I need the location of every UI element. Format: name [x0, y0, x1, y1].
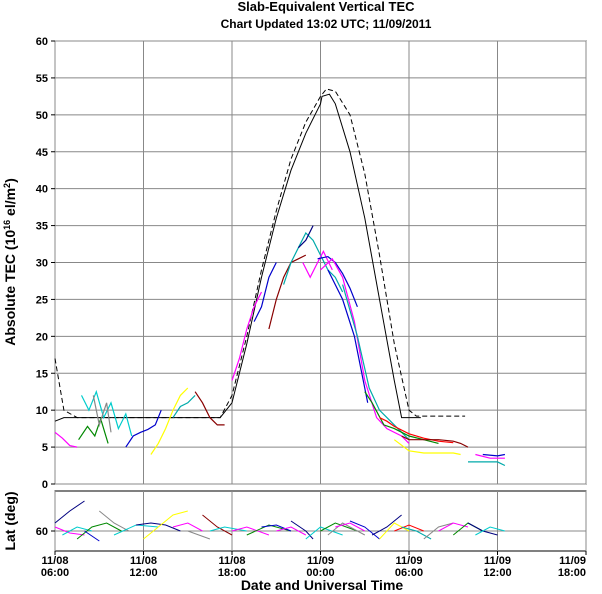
x-tick-time: 18:00 — [218, 567, 246, 579]
lat-plot-area: 60 — [36, 490, 587, 552]
lat-track-line — [136, 522, 181, 532]
lat-track-line — [62, 526, 93, 536]
y-axis-label-main: Absolute TEC (10 — [2, 230, 18, 346]
x-tick-date: 11/09 — [307, 555, 334, 567]
y-axis-label: Absolute TEC (1016 el/m2) — [2, 178, 18, 346]
x-tick-time: 12:00 — [483, 567, 511, 579]
y-tick-label: 15 — [36, 368, 48, 380]
y-tick-label: 5 — [42, 442, 48, 454]
y-axis-label-close: ) — [2, 178, 18, 183]
lat-track-line — [320, 522, 358, 532]
y-tick-label: 60 — [36, 36, 48, 48]
x-tick-time: 18:00 — [558, 567, 586, 579]
y-tick-label: 45 — [36, 147, 48, 159]
lat-track-line — [231, 526, 270, 536]
tec-series-line — [253, 262, 277, 322]
reference-curve — [54, 93, 421, 422]
tec-series-line — [379, 417, 454, 444]
tec-series-line — [125, 409, 162, 448]
x-tick-time: 00:00 — [306, 567, 334, 579]
tec-series-line — [78, 417, 109, 444]
x-tick-date: 11/09 — [559, 555, 586, 567]
y-axis-label-unit: el/m — [2, 188, 18, 220]
chart-subtitle: Chart Updated 13:02 UTC; 11/09/2011 — [221, 17, 432, 31]
lat-track-line — [335, 522, 366, 532]
y-axis-label-exp2: 2 — [2, 183, 12, 188]
y-tick-label: 25 — [36, 294, 48, 306]
tec-series-line — [393, 439, 461, 456]
lat-track-line — [394, 524, 424, 532]
y-tick-label: 10 — [36, 405, 48, 417]
tec-series-line — [327, 269, 369, 403]
lat-track-line — [371, 514, 402, 536]
lat-track-line — [187, 530, 211, 540]
lat-track-line — [276, 526, 307, 536]
lat-track-line — [209, 526, 247, 532]
x-tick-date: 11/09 — [484, 555, 511, 567]
tec-series-line — [317, 255, 358, 308]
tec-series-line — [150, 387, 189, 455]
lat-track-line — [98, 510, 130, 532]
main-plot-area: 0 5 10 15 20 25 30 35 40 45 50 55 60 — [36, 36, 587, 491]
x-axis-label: Date and Universal Time — [241, 577, 404, 593]
lat-track-line — [54, 526, 85, 536]
main-y-ticks: 0 5 10 15 20 25 30 35 40 45 50 55 60 — [36, 36, 55, 491]
lat-track-line — [143, 510, 188, 540]
tec-series-line — [231, 291, 263, 381]
chart-title: Slab-Equivalent Vertical TEC — [238, 0, 416, 14]
tec-series-line — [401, 435, 469, 448]
y-tick-label: 40 — [36, 184, 48, 196]
lat-track-line — [202, 514, 233, 536]
x-tick-time: 06:00 — [41, 567, 69, 579]
lat-track-line — [54, 500, 85, 524]
tec-series-line — [268, 254, 307, 330]
tec-series-line — [283, 231, 344, 293]
lat-tracks — [54, 500, 506, 542]
x-tick-date: 11/08 — [219, 555, 246, 567]
lat-track-line — [379, 522, 410, 540]
lat-track-line — [305, 526, 343, 540]
x-tick-date: 11/08 — [42, 555, 69, 567]
y-tick-label: 30 — [36, 258, 48, 270]
tec-series-line — [172, 394, 196, 418]
lat-track-line — [475, 526, 506, 536]
tec-series-line — [194, 391, 225, 426]
lat-track-line — [84, 530, 100, 542]
lat-track-line — [327, 522, 366, 536]
tec-series-line — [475, 453, 505, 459]
y-tick-label: 55 — [36, 73, 48, 85]
tec-series-line — [92, 395, 112, 433]
lat-axis-label: Lat (deg) — [2, 491, 18, 550]
lat-track-line — [438, 522, 469, 532]
lat-track-line — [76, 522, 122, 540]
lat-track-line — [349, 520, 380, 540]
x-tick-time: 06:00 — [395, 567, 423, 579]
lat-track-line — [423, 522, 454, 540]
tec-series-line — [302, 250, 333, 279]
tec-series-line — [297, 225, 314, 249]
x-tick-date: 11/09 — [396, 555, 423, 567]
lat-y-ticks: 60 — [36, 526, 55, 538]
y-tick-label: 50 — [36, 110, 48, 122]
lat-track-line — [290, 520, 314, 540]
y-tick-label: 20 — [36, 331, 48, 343]
tec-series-line — [482, 453, 506, 457]
x-tick-time: 12:00 — [129, 567, 157, 579]
lat-y-tick-label: 60 — [36, 526, 48, 538]
lat-track-line — [401, 526, 432, 540]
y-axis-label-exp: 16 — [2, 220, 12, 230]
tec-series — [54, 225, 506, 467]
tec-series-line — [468, 461, 506, 467]
x-tick-date: 11/08 — [130, 555, 157, 567]
lat-track-line — [261, 524, 292, 532]
reference-curves — [54, 88, 466, 422]
y-tick-label: 0 — [42, 479, 48, 491]
y-tick-label: 35 — [36, 221, 48, 233]
tec-series-line — [54, 431, 78, 448]
x-tick-labels: 11/0806:0011/0812:0011/0818:0011/0900:00… — [41, 551, 587, 579]
lat-track-line — [172, 522, 203, 532]
tec-series-line — [320, 257, 410, 444]
